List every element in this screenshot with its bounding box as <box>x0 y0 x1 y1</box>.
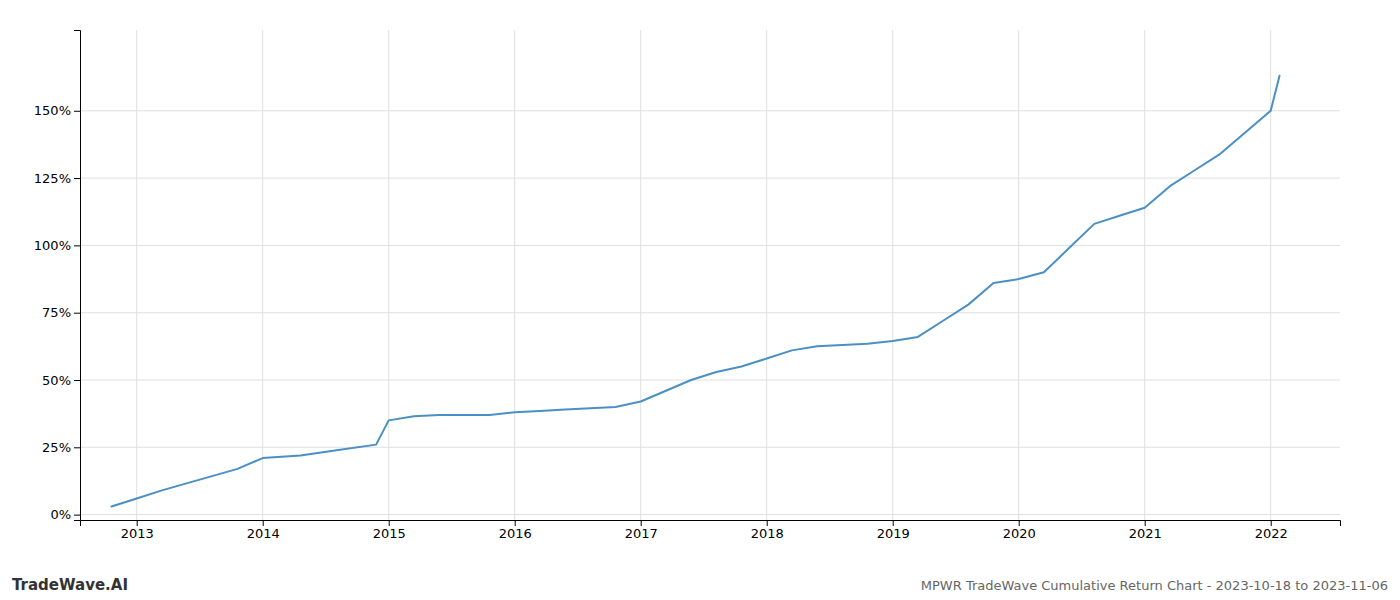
y-tick: 150% <box>34 103 80 118</box>
grid <box>80 30 1340 520</box>
x-tick-mark <box>893 520 894 526</box>
x-grid-line <box>1144 30 1145 520</box>
x-grid-line <box>136 30 137 520</box>
y-tick-label: 0% <box>50 507 71 522</box>
watermark: TradeWave.AI <box>12 576 128 594</box>
x-tick-mark <box>1019 520 1020 526</box>
y-tick-mark <box>74 111 80 112</box>
y-tick-mark <box>74 380 80 381</box>
y-tick: 25% <box>42 440 80 455</box>
y-tick-label: 25% <box>42 440 71 455</box>
x-tick-mark <box>767 520 768 526</box>
x-tick-label: 2021 <box>1129 526 1162 541</box>
y-tick: 50% <box>42 373 80 388</box>
x-axis-line <box>81 521 1341 527</box>
x-tick-label: 2016 <box>499 526 532 541</box>
y-tick-mark <box>74 178 80 179</box>
y-grid-line <box>80 245 1340 246</box>
x-tick-mark <box>1145 520 1146 526</box>
y-tick: 75% <box>42 305 80 320</box>
marks <box>112 76 1280 507</box>
y-tick-label: 100% <box>34 238 71 253</box>
x-grid-line <box>1018 30 1019 520</box>
y-grid-line <box>80 447 1340 448</box>
y-grid-line <box>80 312 1340 313</box>
x-tick-mark <box>515 520 516 526</box>
y-tick-label: 75% <box>42 305 71 320</box>
x-tick-label: 2022 <box>1255 526 1288 541</box>
y-grid-line <box>80 110 1340 111</box>
x-tick: 2014 <box>247 520 280 541</box>
x-grid-line <box>388 30 389 520</box>
chart: 2013 2014 2015 2016 2017 2018 2019 2020 2021 2022… <box>0 0 1400 600</box>
title: MPWR TradeWave Cumulative Return Chart -… <box>921 578 1388 593</box>
x-tick: 2019 <box>877 520 910 541</box>
x-grid-line <box>892 30 893 520</box>
y-grid-line <box>80 380 1340 381</box>
x-tick-label: 2014 <box>247 526 280 541</box>
y-tick: 0% <box>50 507 80 522</box>
x-tick-mark <box>641 520 642 526</box>
x-grid-line <box>514 30 515 520</box>
x-tick: 2020 <box>1003 520 1036 541</box>
y-tick-mark <box>74 515 80 516</box>
y-tick: 100% <box>34 238 80 253</box>
y-grid-line <box>80 514 1340 515</box>
x-tick-label: 2017 <box>625 526 658 541</box>
y-tick-label: 50% <box>42 373 71 388</box>
y-tick-mark <box>74 447 80 448</box>
plot-area: 2013 2014 2015 2016 2017 2018 2019 2020 2021 2022… <box>34 30 1341 541</box>
x-tick: 2018 <box>751 520 784 541</box>
x-tick: 2022 <box>1255 520 1288 541</box>
x-tick-label: 2013 <box>121 526 154 541</box>
y-axis-line <box>74 31 81 521</box>
x-axis: 2013 2014 2015 2016 2017 2018 2019 2020 2021 2022 <box>81 520 1341 541</box>
x-tick-label: 2015 <box>373 526 406 541</box>
y-tick-label: 125% <box>34 171 71 186</box>
y-tick: 125% <box>34 171 80 186</box>
x-tick-label: 2018 <box>751 526 784 541</box>
x-tick-label: 2020 <box>1003 526 1036 541</box>
x-tick: 2021 <box>1129 520 1162 541</box>
y-grid-line <box>80 178 1340 179</box>
y-axis: 0% 25% 50% 75% 100% 125% 150% <box>34 31 81 523</box>
y-tick-mark <box>74 245 80 246</box>
x-tick-mark <box>389 520 390 526</box>
x-tick: 2016 <box>499 520 532 541</box>
x-tick-mark <box>263 520 264 526</box>
x-tick-mark <box>1271 520 1272 526</box>
y-tick-mark <box>74 313 80 314</box>
x-grid-line <box>766 30 767 520</box>
y-tick-label: 150% <box>34 103 71 118</box>
x-tick: 2015 <box>373 520 406 541</box>
x-grid-line <box>640 30 641 520</box>
x-grid-line <box>262 30 263 520</box>
x-tick-label: 2019 <box>877 526 910 541</box>
x-tick: 2013 <box>121 520 154 541</box>
x-grid-line <box>1270 30 1271 520</box>
x-tick: 2017 <box>625 520 658 541</box>
line <box>112 76 1280 507</box>
x-tick-mark <box>137 520 138 526</box>
